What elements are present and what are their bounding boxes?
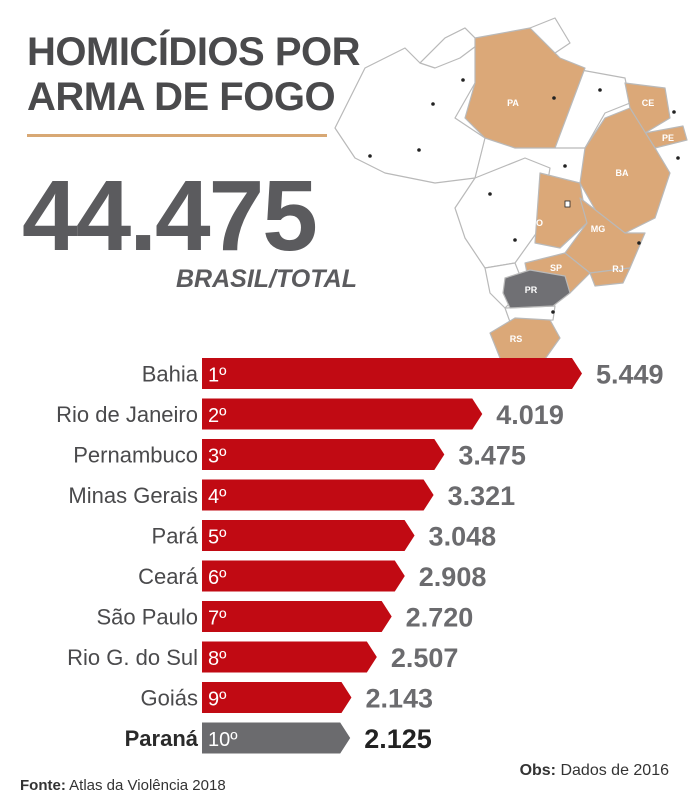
bar [202,601,392,632]
map-label-SP: SP [550,263,562,273]
map-label-RS: RS [510,334,523,344]
bar [202,358,582,389]
bar [202,722,351,754]
bar [202,479,434,511]
rank-label: 8º [208,648,227,670]
title-line-1: HOMICÍDIOS POR [27,30,361,74]
title-line-2: ARMA DE FOGO [27,75,336,119]
category-label: Minas Gerais [68,483,198,508]
bar [202,560,405,592]
obs-label: Obs: [519,762,557,779]
map-label-PA: PA [507,98,519,108]
category-label: São Paulo [96,605,198,630]
value-label: 4.019 [496,400,564,430]
map-label-GO: GO [529,218,543,228]
category-label: Rio de Janeiro [56,402,198,427]
category-label: Pará [152,524,199,549]
value-label: 3.475 [458,441,526,471]
category-label: Rio G. do Sul [67,645,198,670]
rank-label: 5º [208,527,227,549]
category-label: Ceará [138,564,199,589]
map-label-BA: BA [616,168,629,178]
rank-label: 7º [208,608,227,630]
bar-chart: Bahia 1º 5.449 Rio de Janeiro 2º 4.019 Pernamb… [56,358,664,754]
capital-dot [676,156,680,160]
capital-brasilia [564,200,571,208]
capital-dot [513,238,517,242]
bar [202,520,415,551]
obs-note: Obs: Dados de 2016 [520,762,669,780]
capital-dot [368,154,372,158]
map-label-PE: PE [662,133,674,143]
obs-text: Dados de 2016 [560,762,669,779]
rank-label: 4º [208,486,227,508]
map-label-PR: PR [525,285,538,295]
capital-dot [563,164,567,168]
chart-title: HOMICÍDIOS POR ARMA DE FOGO [27,30,387,120]
value-label: 3.321 [448,481,516,511]
value-label: 2.125 [364,724,432,754]
category-label: Goiás [141,686,198,711]
brazil-map: PA CE PE BA GO MG SP RJ PR RS [334,17,688,377]
map-state-PR [502,269,571,309]
value-label: 2.908 [419,562,487,592]
bar [202,398,483,430]
map-label-RJ: RJ [612,264,624,274]
rank-label: 1º [208,365,227,387]
map-label-MG: MG [591,224,606,234]
source-label: Fonte: [20,777,66,794]
capital-dot [488,192,492,196]
map-state-PA [464,27,586,149]
value-label: 2.720 [406,603,474,633]
map-state-BA [579,107,671,234]
value-label: 2.507 [391,643,459,673]
value-label: 3.048 [429,522,497,552]
rank-label: 9º [208,689,227,711]
capital-dot [672,110,676,114]
source-text: Atlas da Violência 2018 [69,777,226,794]
value-label: 2.143 [365,684,433,714]
capital-dot [431,102,435,106]
bar [202,439,445,470]
total-label: BRASIL/TOTAL [175,265,357,293]
map-state-CE [624,82,671,134]
rank-label: 2º [208,405,227,427]
value-label: 5.449 [596,360,664,390]
capital-dot [598,88,602,92]
bar [202,682,352,713]
total-value: 44.475 [22,160,318,272]
category-label: Pernambuco [73,443,198,468]
map-label-CE: CE [642,98,655,108]
rank-label: 3º [208,446,227,468]
capital-dot [552,96,556,100]
map-state-RJ [589,267,631,287]
capital-dot [551,310,555,314]
rank-label: 6º [208,567,227,589]
capital-dot [637,241,641,245]
title-divider [27,134,327,137]
source-note: Fonte: Atlas da Violência 2018 [20,777,226,794]
category-label: Bahia [142,362,199,387]
map-state-GO [534,172,588,249]
category-label: Paraná [125,726,199,751]
capital-dot [461,78,465,82]
rank-label: 10º [208,729,238,751]
bar [202,641,377,673]
capital-dot [417,148,421,152]
